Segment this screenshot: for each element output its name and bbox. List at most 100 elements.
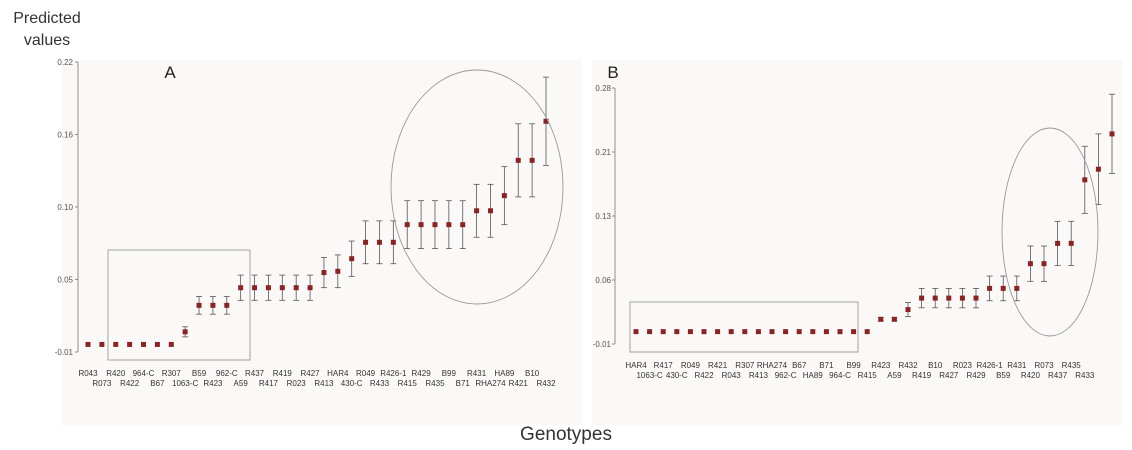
x-tick-label: R422 — [120, 379, 140, 388]
x-tick-label: R049 — [356, 369, 376, 378]
x-tick-label: R413 — [314, 379, 334, 388]
data-point — [959, 295, 965, 301]
data-point — [99, 341, 105, 347]
x-tick-label: R049 — [681, 361, 701, 370]
data-point — [127, 341, 133, 347]
data-point — [674, 329, 680, 335]
data-point — [210, 302, 216, 308]
data-point — [973, 295, 979, 301]
x-tick-label: B10 — [525, 369, 540, 378]
x-tick-label: R433 — [1075, 371, 1095, 380]
x-axis-label: Genotypes — [520, 424, 612, 445]
data-point — [154, 341, 160, 347]
x-tick-label: R431 — [467, 369, 487, 378]
x-tick-label: R426-1 — [380, 369, 407, 378]
x-tick-label: B10 — [928, 361, 943, 370]
data-point — [1041, 261, 1047, 267]
x-tick-label: 1063-C — [636, 371, 662, 380]
plot-background — [592, 60, 1122, 425]
data-point — [265, 285, 271, 291]
x-tick-label: R421 — [509, 379, 529, 388]
data-point — [418, 222, 424, 228]
data-point — [1000, 285, 1006, 291]
data-point — [823, 329, 829, 335]
x-tick-label: R023 — [287, 379, 307, 388]
x-tick-label: 962-C — [216, 369, 238, 378]
x-tick-label: R437 — [1048, 371, 1068, 380]
x-tick-label: A59 — [234, 379, 249, 388]
data-point — [85, 341, 91, 347]
x-tick-label: 430-C — [666, 371, 688, 380]
data-point — [404, 222, 410, 228]
y-tick-label: 0.22 — [57, 58, 73, 67]
x-tick-label: R429 — [966, 371, 986, 380]
x-tick-label: R426-1 — [976, 361, 1003, 370]
data-point — [446, 222, 452, 228]
x-tick-label: R043 — [78, 369, 98, 378]
x-tick-label: R423 — [871, 361, 891, 370]
x-tick-label: R417 — [259, 379, 279, 388]
x-tick-label: 964-C — [829, 371, 851, 380]
y-tick-label: -0.01 — [593, 340, 612, 349]
data-point — [728, 329, 734, 335]
data-point — [307, 285, 313, 291]
data-point — [293, 285, 299, 291]
data-point — [1109, 131, 1115, 137]
data-point — [501, 193, 507, 199]
data-point — [252, 285, 258, 291]
data-point — [1014, 285, 1020, 291]
data-point — [1095, 166, 1101, 172]
data-point — [460, 222, 466, 228]
panel-b: B 0.28 0.21 0.13 0.06 -0.01 HAR4 R417 R049 R421 R3… — [592, 60, 1122, 425]
x-tick-label: RHA274 — [475, 379, 506, 388]
y-axis-label-line1: Predicted — [13, 10, 81, 27]
x-tick-label: R417 — [654, 361, 674, 370]
x-tick-label: R433 — [370, 379, 390, 388]
x-tick-label: R429 — [412, 369, 432, 378]
data-point — [1068, 240, 1074, 246]
panel-label: B — [607, 63, 618, 82]
data-point — [1055, 240, 1061, 246]
x-tick-label: R435 — [1062, 361, 1082, 370]
x-tick-label: R043 — [722, 371, 742, 380]
x-tick-label: B71 — [819, 361, 834, 370]
data-point — [390, 239, 396, 245]
y-tick-label: 0.28 — [595, 84, 611, 93]
x-tick-label: 1063-C — [172, 379, 198, 388]
x-tick-label: B59 — [192, 369, 207, 378]
y-tick-label: -0.01 — [55, 348, 74, 357]
x-tick-label: B71 — [456, 379, 471, 388]
x-tick-label: R415 — [398, 379, 418, 388]
data-point — [837, 329, 843, 335]
x-tick-label: R073 — [1034, 361, 1054, 370]
data-point — [742, 329, 748, 335]
y-tick-label: 0.05 — [57, 276, 73, 285]
data-point — [755, 329, 761, 335]
x-tick-label: A59 — [887, 371, 902, 380]
x-tick-label: R307 — [735, 361, 755, 370]
x-tick-label: B67 — [792, 361, 807, 370]
x-tick-label: R419 — [912, 371, 932, 380]
data-point — [1027, 261, 1033, 267]
data-point — [1082, 177, 1088, 183]
x-tick-label: R419 — [273, 369, 293, 378]
data-point — [376, 239, 382, 245]
y-tick-label: 0.21 — [595, 148, 611, 157]
data-point — [349, 256, 355, 262]
data-point — [113, 341, 119, 347]
x-tick-label: R431 — [1007, 361, 1027, 370]
data-point — [796, 329, 802, 335]
data-point — [543, 118, 549, 124]
data-point — [769, 329, 775, 335]
data-point — [864, 329, 870, 335]
data-point — [647, 329, 653, 335]
y-axis-label: Predicted values — [2, 8, 92, 52]
y-tick-label: 0.06 — [595, 276, 611, 285]
x-tick-label: R420 — [106, 369, 126, 378]
x-tick-label: R422 — [694, 371, 714, 380]
data-point — [660, 329, 666, 335]
x-tick-label: RHA274 — [757, 361, 788, 370]
highlight-rectangle — [629, 301, 859, 353]
